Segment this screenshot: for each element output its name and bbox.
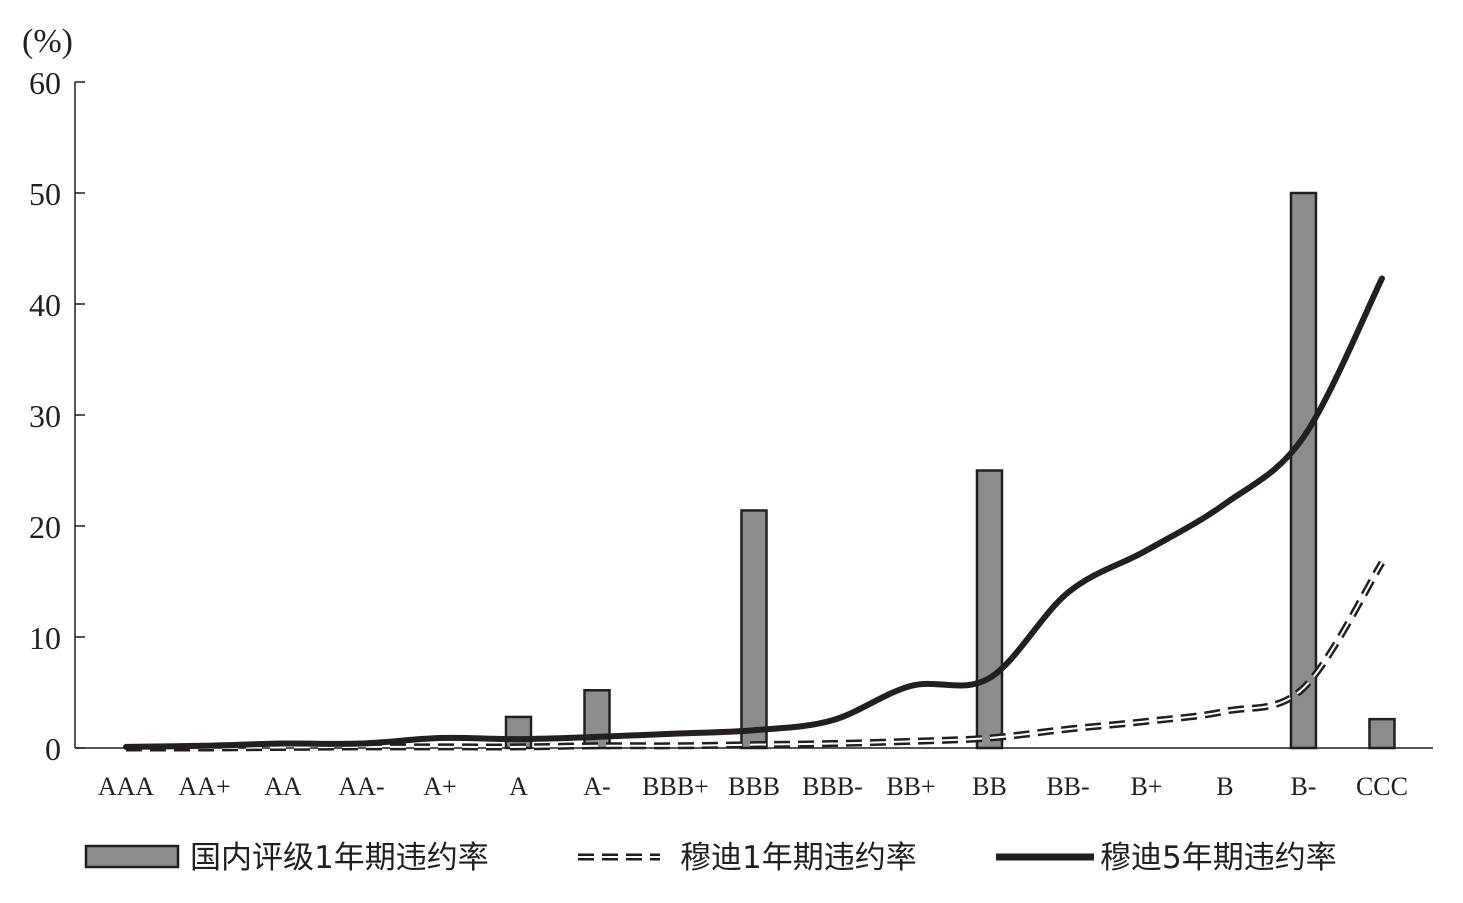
x-tick-label: AAA (98, 772, 155, 801)
legend-label-moodys-5y: 穆迪5年期违约率 (1100, 840, 1337, 876)
x-tick-label: BBB (728, 772, 780, 801)
legend-label-moodys-1y: 穆迪1年期违约率 (680, 840, 917, 876)
x-tick-label: A (509, 772, 528, 801)
legend: 国内评级1年期违约率 穆迪1年期违约率 穆迪5年期违约率 (84, 840, 1337, 876)
bar (504, 715, 533, 750)
y-axis: 0 10 20 30 40 50 60 (29, 65, 85, 767)
bar (975, 469, 1004, 750)
x-tick-label: B- (1290, 772, 1316, 801)
y-tick-label: 60 (29, 65, 61, 101)
bar (1368, 717, 1396, 750)
y-tick-label: 40 (29, 287, 61, 323)
x-tick-label: BB- (1046, 772, 1089, 801)
y-tick-label: 0 (45, 731, 61, 767)
x-tick-label: BBB+ (642, 772, 709, 801)
x-axis: AAA AA+ AA AA- A+ A A- BBB+ BBB BBB- BB+ BB BB- B+ B B-… (75, 747, 1433, 801)
line-moodys-1y-inner (126, 562, 1383, 750)
y-unit-label: (%) (22, 23, 73, 60)
y-tick-label: 10 (29, 620, 61, 656)
legend-label-domestic-1y: 国内评级1年期违约率 (190, 840, 489, 876)
x-tick-label: BB (972, 772, 1007, 801)
line-series (123, 275, 1385, 752)
x-tick-label: B+ (1130, 772, 1162, 801)
y-tick-label: 30 (29, 398, 61, 434)
x-tick-label: CCC (1356, 772, 1408, 801)
legend-swatch-domestic-1y (84, 844, 180, 869)
bar (740, 509, 768, 750)
bar-series (504, 191, 1396, 750)
line-moodys-5y (123, 275, 1385, 750)
x-tick-label: AA- (338, 772, 384, 801)
x-tick-label: A- (583, 772, 610, 801)
x-tick-label: BB+ (886, 772, 935, 801)
bar (1289, 191, 1318, 750)
x-tick-label: AA+ (178, 772, 230, 801)
x-tick-label: B (1216, 772, 1233, 801)
y-tick-label: 20 (29, 509, 61, 545)
y-tick-label: 50 (29, 176, 61, 212)
x-tick-label: BBB- (802, 772, 863, 801)
x-tick-label: A+ (423, 772, 456, 801)
x-tick-label: AA (264, 772, 302, 801)
